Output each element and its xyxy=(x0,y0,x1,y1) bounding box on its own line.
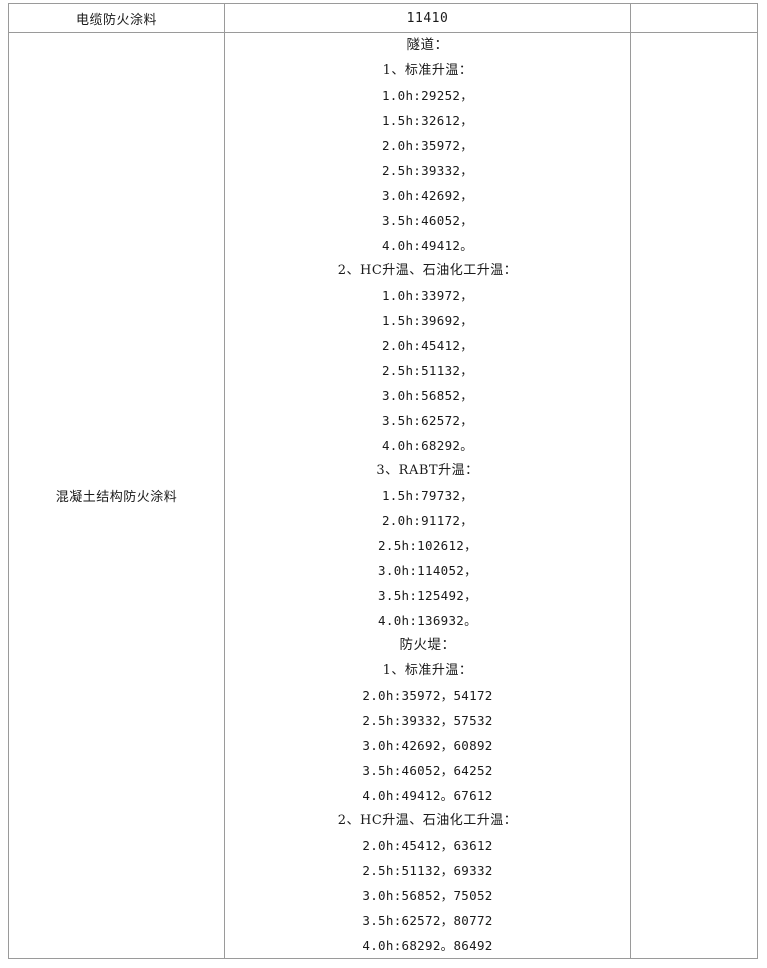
row-notes xyxy=(630,3,758,33)
detail-line-data: 1.0h:33972， xyxy=(381,288,474,303)
detail-line-data: 2.0h:35972， xyxy=(381,138,474,153)
detail-line-data: 2.5h:102612， xyxy=(378,538,477,553)
detail-line-data: 1.5h:79732， xyxy=(381,488,474,503)
detail-line-data: 2.0h:45412， xyxy=(381,338,474,353)
detail-line-data: 2.0h:45412，63612 xyxy=(362,838,493,853)
detail-line-data: 2.5h:39332，57532 xyxy=(362,713,493,728)
detail-line-data: 2.5h:51132， xyxy=(381,363,474,378)
detail-line-data: 3.0h:56852， xyxy=(381,388,474,403)
detail-line-data: 4.0h:49412。67612 xyxy=(362,788,493,803)
detail-line-data: 3.5h:46052， xyxy=(381,213,474,228)
detail-line-sub: 1、标准升温： xyxy=(382,663,473,678)
detail-line-sub: 2、HC升温、石油化工升温： xyxy=(337,813,518,828)
detail-line-data: 3.0h:56852，75052 xyxy=(362,888,493,903)
detail-line-data: 4.0h:136932。 xyxy=(378,613,477,628)
detail-line-data: 2.5h:51132，69332 xyxy=(362,863,493,878)
detail-line-data: 4.0h:68292。86492 xyxy=(362,938,493,953)
detail-line-data: 3.5h:62572， xyxy=(381,413,474,428)
detail-line-data: 4.0h:49412。 xyxy=(381,238,474,253)
row-detail-content: 隧道： 1、标准升温： 1.0h:29252， 1.5h:32612， 2.0h:359… xyxy=(224,32,631,959)
detail-line-data: 3.0h:114052， xyxy=(378,563,477,578)
row-material-name: 混凝土结构防火涂料 xyxy=(8,32,225,959)
detail-line-sub: 1、标准升温： xyxy=(382,63,473,78)
detail-line-head: 防火堤： xyxy=(399,637,456,653)
row-material-name: 电缆防火涂料 xyxy=(8,3,225,33)
detail-line-data: 2.0h:91172， xyxy=(381,513,474,528)
detail-line-data: 4.0h:68292。 xyxy=(381,438,474,453)
detail-line-data: 3.5h:46052，64252 xyxy=(362,763,493,778)
table-row: 混凝土结构防火涂料 隧道： 1、标准升温： 1.0h:29252， 1.5h:3261… xyxy=(8,32,758,959)
detail-line-data: 2.0h:35972，54172 xyxy=(362,688,493,703)
detail-line-sub: 2、HC升温、石油化工升温： xyxy=(337,263,518,278)
row-notes xyxy=(630,32,758,959)
detail-line-data: 2.5h:39332， xyxy=(381,163,474,178)
detail-line-data: 3.5h:125492， xyxy=(378,588,477,603)
detail-line-data: 1.5h:39692， xyxy=(381,313,474,328)
detail-line-data: 1.0h:29252， xyxy=(381,88,474,103)
table-row: 电缆防火涂料 11410 xyxy=(8,3,758,33)
detail-line-data: 1.5h:32612， xyxy=(381,113,474,128)
detail-line-sub: 3、RABT升温： xyxy=(376,463,479,478)
detail-line-list: 隧道： 1、标准升温： 1.0h:29252， 1.5h:32612， 2.0h:359… xyxy=(225,33,630,958)
detail-line-head: 隧道： xyxy=(406,37,449,53)
detail-line-data: 3.5h:62572，80772 xyxy=(362,913,493,928)
detail-line-data: 3.0h:42692， xyxy=(381,188,474,203)
specification-table: 电缆防火涂料 11410 混凝土结构防火涂料 隧道： 1、标准升温： 1.0h:29… xyxy=(8,3,758,959)
detail-line-data: 3.0h:42692，60892 xyxy=(362,738,493,753)
row-value: 11410 xyxy=(224,3,631,33)
